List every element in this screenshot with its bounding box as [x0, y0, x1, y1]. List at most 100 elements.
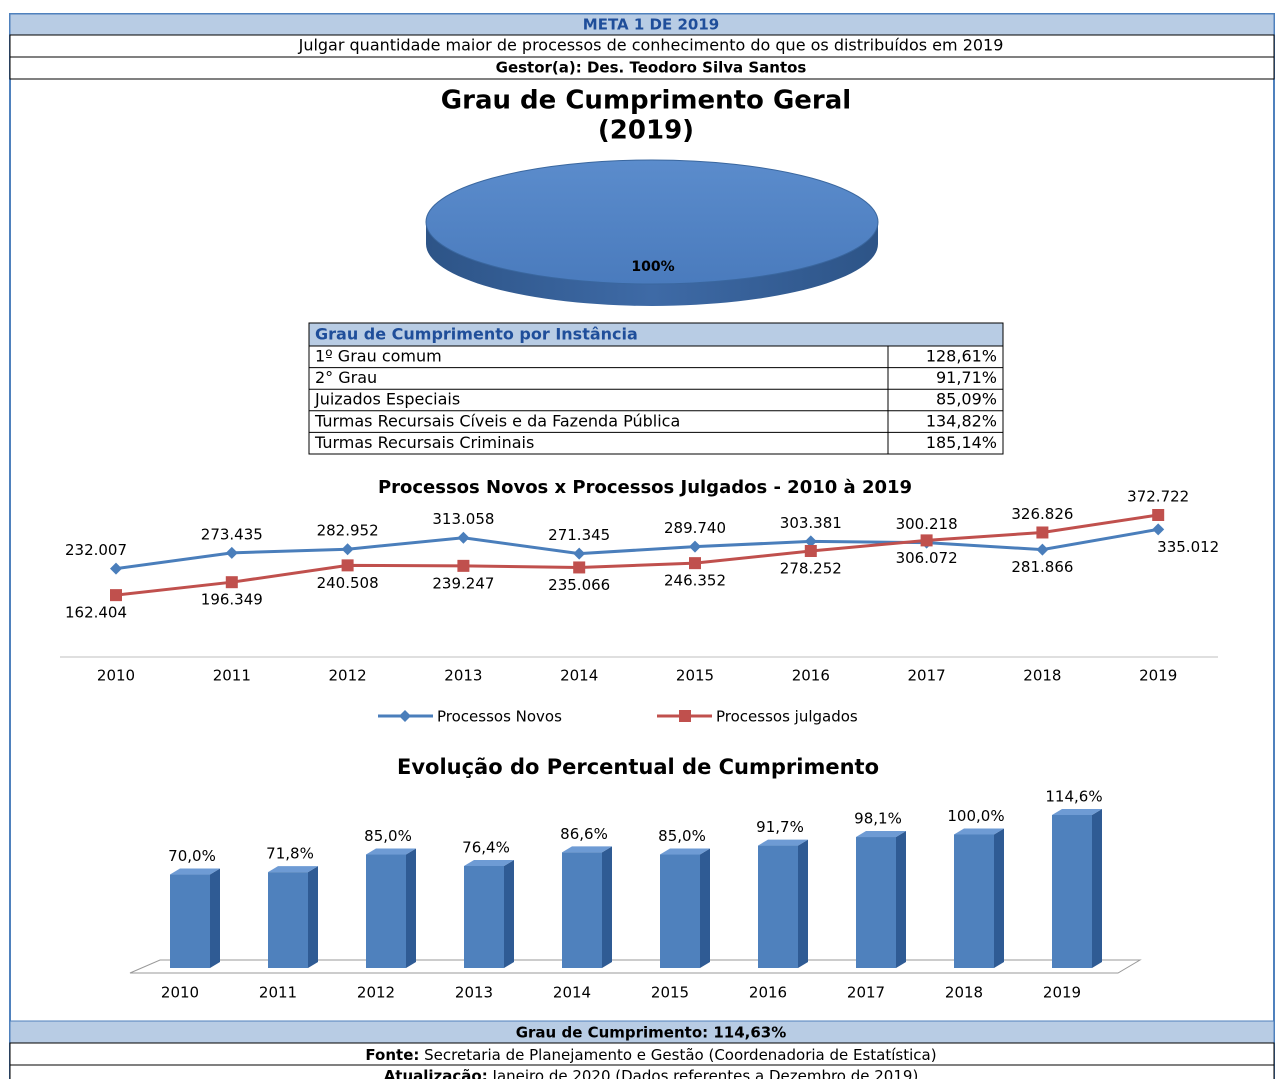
- header-manager: Gestor(a): Des. Teodoro Silva Santos: [496, 59, 807, 77]
- marker: [1152, 509, 1165, 521]
- bar-side: [504, 860, 514, 968]
- data-label: 239.247: [432, 574, 494, 592]
- bar-top: [268, 866, 318, 873]
- x-tick-label: 2018: [945, 984, 983, 1002]
- table-cell: 1º Grau comum: [315, 347, 442, 366]
- bar-side: [994, 828, 1004, 968]
- pie-subtitle: (2019): [598, 116, 694, 146]
- footer-row: [9, 1064, 1275, 1079]
- table-cell: Juizados Especiais: [314, 390, 460, 409]
- update-label: Atualização:: [384, 1067, 488, 1079]
- marker: [341, 543, 354, 556]
- data-label: 278.252: [780, 559, 842, 577]
- header-subtitle: Julgar quantidade maior de processos de …: [298, 36, 1004, 55]
- x-tick-label: 2019: [1139, 667, 1177, 685]
- bar: [170, 874, 210, 968]
- data-label: 326.826: [1011, 505, 1073, 523]
- pie-side: [426, 222, 878, 306]
- legend-label: Processos Novos: [437, 708, 562, 726]
- line-series: [115, 513, 1159, 597]
- bar-top: [856, 831, 906, 838]
- x-tick-label: 2017: [847, 984, 885, 1002]
- marker: [573, 547, 586, 560]
- x-tick-label: 2013: [455, 984, 493, 1002]
- bar-side: [308, 866, 318, 968]
- marker: [573, 561, 586, 574]
- bar-top: [464, 860, 514, 866]
- bar-title: Evolução do Percentual de Cumprimento: [397, 755, 879, 779]
- data-label: 232.007: [65, 541, 127, 559]
- x-tick-label: 2017: [908, 667, 946, 685]
- footer-source: Fonte: Secretaria de Planejamento e Gest…: [365, 1046, 936, 1064]
- data-label: 85,0%: [364, 827, 412, 845]
- marker: [225, 576, 238, 589]
- data-label: 196.349: [201, 591, 263, 609]
- x-tick-label: 2019: [1043, 984, 1081, 1002]
- data-label: 91,7%: [756, 818, 804, 836]
- legend-marker: [399, 710, 411, 722]
- source-text: Secretaria de Planejamento e Gestão (Coo…: [424, 1046, 936, 1064]
- table-cell: 85,09%: [936, 390, 997, 409]
- bar: [366, 854, 406, 968]
- bar-side: [210, 868, 220, 968]
- marker: [804, 544, 817, 557]
- data-label: 289.740: [664, 519, 726, 537]
- bar: [562, 852, 602, 968]
- data-label: 85,0%: [658, 827, 706, 845]
- data-label: 240.508: [317, 574, 379, 592]
- data-label: 70,0%: [168, 847, 216, 865]
- header-row: [9, 56, 1275, 80]
- x-tick-label: 2015: [651, 984, 689, 1002]
- marker: [920, 534, 933, 547]
- data-label: 162.404: [65, 604, 127, 622]
- x-tick-label: 2010: [161, 984, 199, 1002]
- data-label: 273.435: [201, 525, 263, 543]
- marker: [1036, 526, 1049, 539]
- x-tick-label: 2018: [1023, 667, 1061, 685]
- bar-side: [700, 848, 710, 968]
- bar-side: [798, 839, 808, 968]
- marker: [1036, 543, 1049, 556]
- table-cell: 134,82%: [926, 411, 997, 430]
- header-title: META 1 DE 2019: [583, 16, 719, 34]
- x-tick-label: 2010: [97, 667, 135, 685]
- bar-side: [602, 846, 612, 968]
- footer-update: Atualização: Janeiro de 2020 (Dados refe…: [384, 1067, 919, 1079]
- x-tick-label: 2014: [553, 984, 591, 1002]
- bar-top: [954, 828, 1004, 835]
- legend-marker: [679, 710, 691, 722]
- data-label: 282.952: [317, 522, 379, 540]
- data-label: 246.352: [664, 572, 726, 590]
- x-tick-label: 2012: [357, 984, 395, 1002]
- data-label: 335.012: [1157, 538, 1219, 556]
- x-tick-label: 2016: [749, 984, 787, 1002]
- bar-top: [660, 848, 710, 855]
- bar: [660, 854, 700, 968]
- legend-label: Processos julgados: [716, 708, 858, 726]
- data-label: 235.066: [548, 576, 610, 594]
- marker: [689, 557, 701, 570]
- marker: [689, 540, 701, 553]
- data-label: 313.058: [432, 510, 494, 528]
- pie-label: 100%: [631, 259, 674, 275]
- marker: [110, 589, 122, 602]
- data-label: 281.866: [1011, 558, 1073, 576]
- bar-side: [896, 831, 906, 968]
- bar-side: [1092, 809, 1102, 968]
- bar-top: [170, 868, 220, 875]
- data-label: 76,4%: [462, 839, 510, 857]
- x-tick-label: 2011: [213, 667, 251, 685]
- x-tick-label: 2013: [444, 667, 482, 685]
- bar: [954, 834, 994, 968]
- bar: [1052, 815, 1092, 968]
- table-cell: 185,14%: [926, 433, 997, 452]
- bar-top: [562, 846, 612, 853]
- data-label: 271.345: [548, 526, 610, 544]
- data-label: 98,1%: [854, 810, 902, 828]
- pie-title: Grau de Cumprimento Geral: [441, 86, 851, 116]
- marker: [225, 546, 238, 559]
- bar: [464, 866, 504, 968]
- data-label: 100,0%: [947, 807, 1004, 825]
- line-series: [115, 527, 1159, 571]
